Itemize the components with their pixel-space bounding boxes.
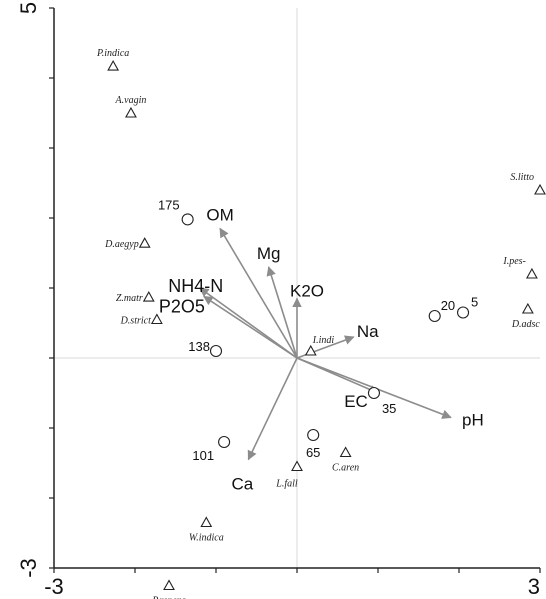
species-label: D.adsc (511, 319, 541, 330)
env-label: OM (206, 206, 233, 225)
species-marker (339, 446, 352, 458)
species-marker (138, 237, 151, 248)
species-label: I.pes- (502, 256, 526, 267)
env-label: Ca (232, 475, 254, 494)
site-marker (218, 435, 231, 449)
site-marker (428, 309, 441, 323)
species-marker (521, 302, 534, 314)
species-marker (125, 106, 137, 118)
env-label: Mg (257, 244, 281, 263)
species-marker (107, 59, 120, 71)
site-marker (367, 386, 381, 400)
site-label: 175 (158, 197, 180, 212)
env-label: pH (462, 411, 484, 430)
env-label: K2O (290, 282, 324, 301)
species-label: C.aren (332, 463, 359, 474)
species-label: S.litto (510, 172, 534, 183)
x-tick-label: -3 (44, 574, 64, 599)
species-label: L.fall (275, 479, 298, 490)
species-label: P.repens (151, 596, 186, 599)
env-label: Na (357, 322, 379, 341)
species-marker (150, 313, 163, 325)
site-marker (209, 344, 223, 358)
species-marker (200, 516, 213, 528)
env-vector-p2o5 (203, 295, 298, 359)
env-label: NH4-N (168, 276, 223, 296)
y-tick-label: -3 (16, 558, 41, 578)
site-label: 20 (441, 298, 455, 313)
species-marker (525, 267, 538, 279)
site-marker (456, 306, 470, 319)
site-label: 5 (471, 295, 478, 310)
species-marker (534, 183, 546, 195)
species-label: D.aegyp (104, 239, 139, 250)
species-label: I.indi (312, 335, 335, 346)
site-marker (181, 213, 194, 226)
y-tick-label: 5 (16, 2, 41, 14)
env-label: P2O5 (159, 296, 205, 316)
species-label: A.vagin (115, 95, 147, 106)
species-label: P.indica (96, 48, 129, 59)
site-label: 138 (188, 339, 210, 354)
species-label: D.strict (120, 316, 152, 327)
species-marker (163, 579, 175, 591)
species-marker (142, 290, 155, 302)
env-label: EC (344, 392, 368, 411)
x-tick-label: 3 (528, 574, 540, 599)
species-marker (304, 344, 317, 356)
env-vector-mg (266, 266, 298, 359)
env-vector-ca (247, 357, 298, 461)
site-label: 101 (192, 448, 214, 463)
species-label: W.indica (189, 533, 224, 544)
species-label: Z.matr (116, 293, 143, 304)
site-label: 35 (382, 401, 396, 416)
site-label: 65 (306, 445, 320, 460)
env-vector-om (219, 227, 298, 359)
species-marker (291, 460, 303, 472)
site-marker (307, 428, 320, 442)
